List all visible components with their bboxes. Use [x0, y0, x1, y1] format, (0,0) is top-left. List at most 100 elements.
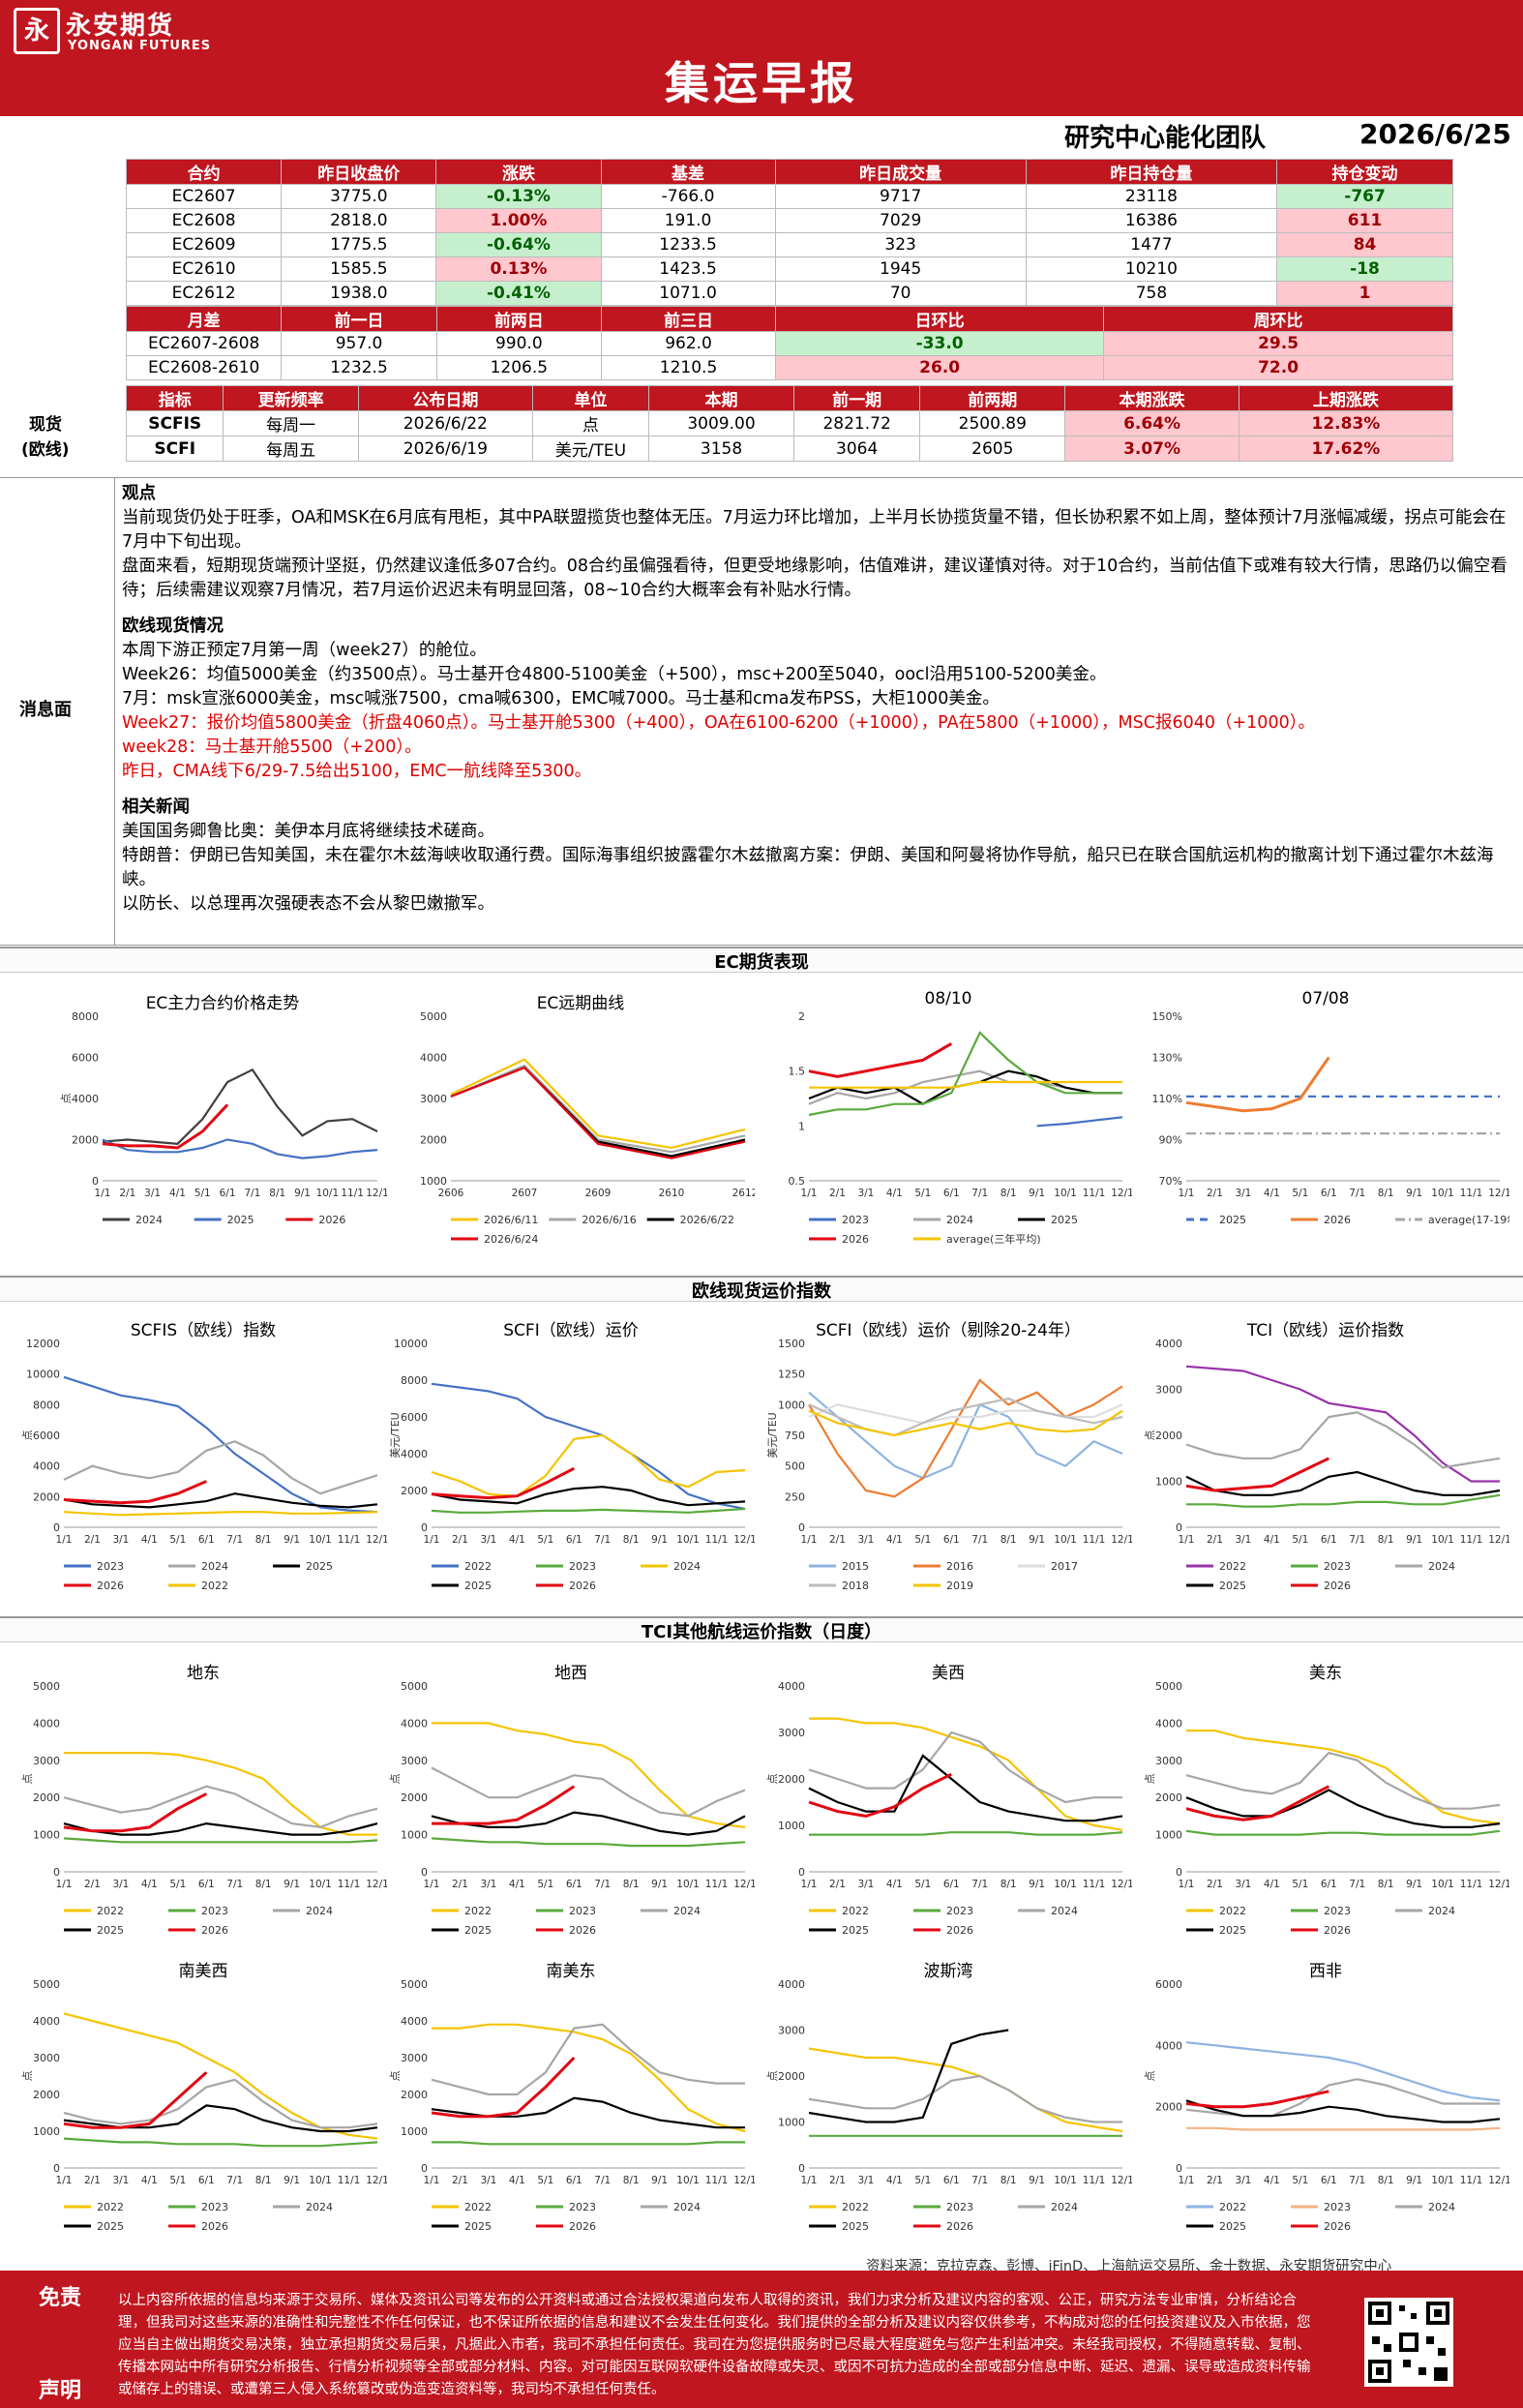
legend-label: 2017 [1051, 1560, 1078, 1573]
report-title: 集运早报 [665, 57, 858, 109]
x-tick-label: 3/1 [112, 2175, 129, 2186]
y-tick-label: 12000 [26, 1338, 60, 1350]
header-cell: 涨跌 [435, 159, 602, 185]
cell: 9717 [774, 184, 1027, 209]
legend-label: 2022 [464, 2201, 492, 2213]
legend-label: 2026 [201, 2220, 228, 2233]
spot-table: 指标 更新频率 公布日期 单位 本期 前一期 前两期 本期涨跌 上期涨跌 SCF… [125, 385, 1454, 462]
y-tick-label: 90% [1159, 1134, 1182, 1147]
chart-title: 西非 [1309, 1962, 1342, 1981]
cell: 1071.0 [600, 281, 776, 306]
x-tick-label: 12/1 [1111, 1188, 1132, 1199]
x-tick-label: 10/1 [1431, 1534, 1454, 1546]
x-tick-label: 1/1 [424, 2175, 440, 2186]
y-tick-label: 4000 [72, 1093, 99, 1105]
legend-label: 2026 [97, 1580, 124, 1592]
header-cell: 本期 [647, 385, 795, 411]
x-tick-label: 2/1 [1207, 1879, 1223, 1890]
brand-name-en: YONGAN FUTURES [68, 39, 212, 53]
related-line: 美国国务卿鲁比奥：美伊本月底将继续技术磋商。 [122, 822, 494, 841]
legend-label: 2019 [946, 1580, 973, 1592]
y-tick-label: 0 [798, 1866, 805, 1879]
x-tick-label: 6/1 [1321, 2175, 1337, 2186]
legend-label: 2022 [1219, 2201, 1246, 2213]
x-tick-label: 5/1 [169, 2175, 186, 2186]
y-tick-label: 3000 [401, 1755, 428, 1767]
x-tick-label: 10/1 [1431, 1188, 1454, 1199]
y-tick-label: 1000 [33, 2125, 60, 2138]
chart-4: 07/08 70% 90% 110% 130% 150% 1/1 2/1 3/1 4/1 5/1 6/… [1142, 987, 1509, 1268]
divider [114, 478, 115, 945]
series-line-2023 [63, 2137, 378, 2148]
header-cell: 昨日持仓量 [1025, 159, 1278, 185]
chart-svg: 0 1000 2000 3000 4000 5000 点 1/1 2/1 3/1 4/1 5/1 6/1… [389, 1680, 755, 1937]
x-tick-label: 7/1 [226, 1534, 243, 1546]
header-cell: 月差 [125, 306, 283, 332]
change-cell: 12.83% [1238, 410, 1454, 436]
y-tick-label: 0 [1176, 1521, 1182, 1534]
contract-table-header: 合约 昨日收盘价 涨跌 基差 昨日成交量 昨日持仓量 持仓变动 [125, 159, 1453, 185]
y-axis-label: 点 [21, 2071, 34, 2082]
cell: 2500.89 [919, 410, 1066, 436]
cell: 1206.5 [435, 355, 602, 380]
legend-label: 2023 [569, 1560, 596, 1573]
legend-label: 2025 [97, 2220, 124, 2233]
y-axis-label: 点 [1144, 2071, 1156, 2082]
cell: 1775.5 [281, 232, 437, 257]
x-tick-label: 4/1 [886, 1879, 903, 1890]
y-tick-label: 0 [53, 2162, 60, 2175]
x-tick-label: 5/1 [914, 1879, 931, 1890]
y-tick-label: 0 [1176, 1866, 1182, 1879]
x-tick-label: 6/1 [1321, 1188, 1337, 1199]
cell: 3775.0 [281, 184, 437, 209]
y-tick-label: 2000 [401, 1485, 428, 1497]
header-cell: 合约 [125, 159, 283, 185]
series-line-2022 [63, 2012, 378, 2140]
spot-table-header: 指标 更新频率 公布日期 单位 本期 前一期 前两期 本期涨跌 上期涨跌 [125, 385, 1454, 411]
x-tick-label: 11/1 [1460, 1534, 1483, 1546]
x-tick-label: 9/1 [1406, 2175, 1422, 2186]
chart-title: 07/08 [1301, 989, 1350, 1008]
dod-cell: 26.0 [775, 355, 1105, 380]
legend-label: 2023 [569, 1905, 596, 1917]
cell: 每周五 [223, 436, 359, 462]
series-line-2026/6/16 [450, 1064, 746, 1154]
x-tick-label: 1/1 [56, 1879, 73, 1890]
x-tick-label: 9/1 [1029, 1188, 1045, 1199]
x-tick-label: 10/1 [309, 2175, 332, 2186]
x-tick-label: 8/1 [1000, 2175, 1017, 2186]
header-cell: 前两期 [919, 385, 1066, 411]
x-tick-label: 1/1 [424, 1879, 440, 1890]
y-tick-label: 4000 [1155, 2039, 1182, 2052]
x-tick-label: 7/1 [594, 1879, 611, 1890]
x-tick-label: 2/1 [1207, 1188, 1223, 1199]
y-tick-label: 2000 [401, 2089, 428, 2101]
chart-15: 波斯湾 0 1000 2000 3000 4000 点 1/1 2/1 3/1 4/1 5/1 6/1 7… [764, 1955, 1132, 2255]
series-line-2022 [432, 2023, 746, 2133]
legend-label: 2022 [97, 1905, 124, 1917]
legend-label: 2022 [464, 1905, 492, 1917]
x-tick-label: 3/1 [480, 1879, 496, 1890]
table-row: EC2608 2818.0 1.00% 191.0 7029 16386 611 [125, 208, 1453, 233]
x-tick-label: 5/1 [169, 1534, 186, 1546]
x-tick-label: 8/1 [1000, 1879, 1017, 1890]
series-line-2022 [1185, 2041, 1501, 2102]
disclaimer-text: 以上内容所依据的信息均来源于交易所、媒体及资讯公司等发布的公开资料或通过合法授权… [118, 2293, 1311, 2397]
brand-name-cn: 永安期货 [66, 12, 175, 41]
chart-11: 美西 0 1000 2000 3000 4000 点 1/1 2/1 3/1 4/1 5/1 6/1 7/… [764, 1657, 1132, 1959]
contract-table: 合约 昨日收盘价 涨跌 基差 昨日成交量 昨日持仓量 持仓变动 EC2607 37… [125, 159, 1453, 306]
x-tick-label: 10/1 [1054, 2175, 1077, 2186]
view-paragraph: 当前现货仍处于旺季，OA和MSK在6月底有甩柜，其中PA联盟揽货也整体无压。7月… [122, 508, 1507, 552]
chart-title: 波斯湾 [923, 1962, 973, 1981]
header-cell: 更新频率 [223, 385, 359, 411]
x-tick-label: 2610 [659, 1188, 685, 1199]
team-name: 研究中心能化团队 [1064, 124, 1267, 153]
x-tick-label: 2/1 [452, 1879, 468, 1890]
legend-label: 2016 [946, 1560, 973, 1573]
y-tick-label: 6000 [401, 1411, 428, 1424]
x-tick-label: 1/1 [56, 1534, 73, 1546]
series-line-average(三年平均) [809, 1080, 1122, 1089]
series-line-2022 [1185, 1365, 1500, 1483]
series-line-2023 [1186, 1493, 1501, 1508]
y-tick-label: 2000 [1155, 2101, 1182, 2114]
